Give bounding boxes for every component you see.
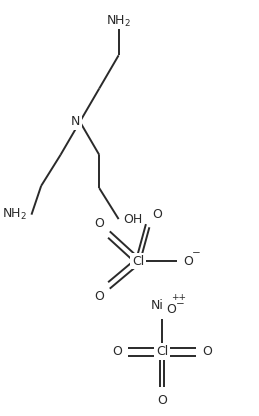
Text: O: O xyxy=(153,208,162,221)
Text: Cl: Cl xyxy=(132,255,144,267)
Text: O: O xyxy=(167,303,176,317)
Text: Ni: Ni xyxy=(151,299,164,312)
Text: O: O xyxy=(157,394,167,407)
Text: Cl: Cl xyxy=(156,345,168,358)
Text: N: N xyxy=(70,115,80,128)
Text: ++: ++ xyxy=(171,293,186,302)
Text: OH: OH xyxy=(124,213,143,225)
Text: NH$_2$: NH$_2$ xyxy=(106,14,131,29)
Text: −: − xyxy=(192,248,200,258)
Text: O: O xyxy=(112,345,122,358)
Text: O: O xyxy=(94,290,104,303)
Text: O: O xyxy=(94,217,104,230)
Text: O: O xyxy=(183,255,193,267)
Text: −: − xyxy=(176,299,184,309)
Text: NH$_2$: NH$_2$ xyxy=(2,207,27,222)
Text: O: O xyxy=(202,345,212,358)
